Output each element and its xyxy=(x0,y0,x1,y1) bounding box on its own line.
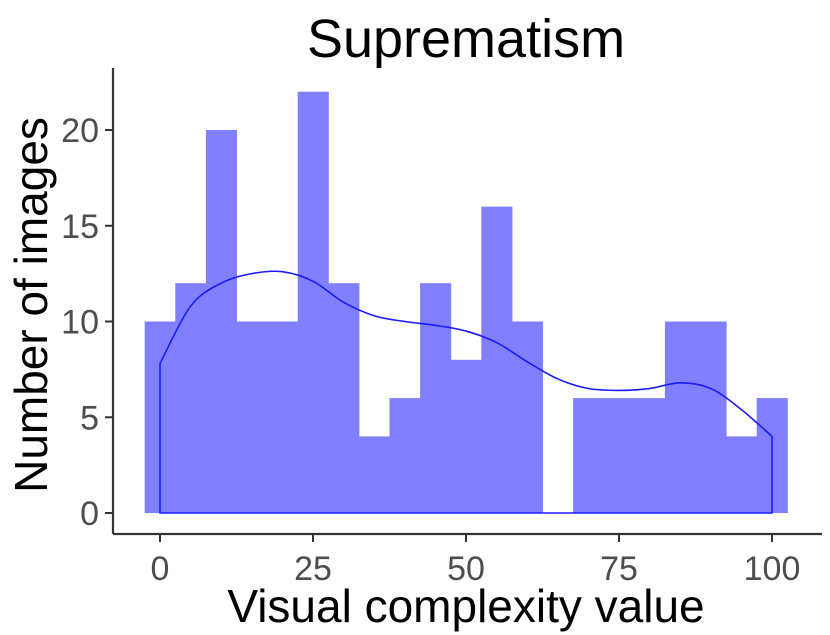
y-tick-label: 10 xyxy=(61,304,99,342)
histogram-bar xyxy=(389,398,421,513)
chart-title: Suprematism xyxy=(307,9,625,69)
histogram-bar xyxy=(450,359,482,513)
histogram-bar xyxy=(664,321,696,513)
x-tick-label: 75 xyxy=(600,550,638,588)
histogram-bar xyxy=(511,321,543,513)
y-tick-label: 5 xyxy=(80,399,99,437)
x-axis-label: Visual complexity value xyxy=(227,580,704,632)
histogram-bar xyxy=(573,398,605,513)
histogram-bar xyxy=(726,436,758,513)
y-axis-label: Number of images xyxy=(5,117,57,493)
histogram-bar xyxy=(420,283,452,513)
histogram-bars xyxy=(144,91,788,513)
histogram-bar xyxy=(481,206,513,513)
y-tick-label: 0 xyxy=(80,495,99,533)
histogram-bar xyxy=(205,130,237,513)
x-tick-label: 50 xyxy=(447,550,485,588)
y-axis-ticks: 0 5 10 15 20 xyxy=(61,112,113,533)
histogram-bar xyxy=(634,398,666,513)
histogram-bar xyxy=(175,283,207,513)
x-tick-label: 100 xyxy=(744,550,801,588)
histogram-bar xyxy=(328,283,360,513)
histogram-bar xyxy=(267,321,299,513)
density-curve xyxy=(159,270,773,514)
x-tick-label: 0 xyxy=(151,550,170,588)
y-tick-label: 15 xyxy=(61,208,99,246)
x-axis-ticks: 0 25 50 75 100 xyxy=(151,534,801,588)
histogram-bar xyxy=(603,398,635,513)
histogram-bar xyxy=(297,91,329,513)
histogram-bar xyxy=(358,436,390,513)
y-tick-label: 20 xyxy=(61,112,99,150)
histogram-bar xyxy=(236,321,268,513)
x-tick-label: 25 xyxy=(294,550,332,588)
histogram-bar xyxy=(695,321,727,513)
